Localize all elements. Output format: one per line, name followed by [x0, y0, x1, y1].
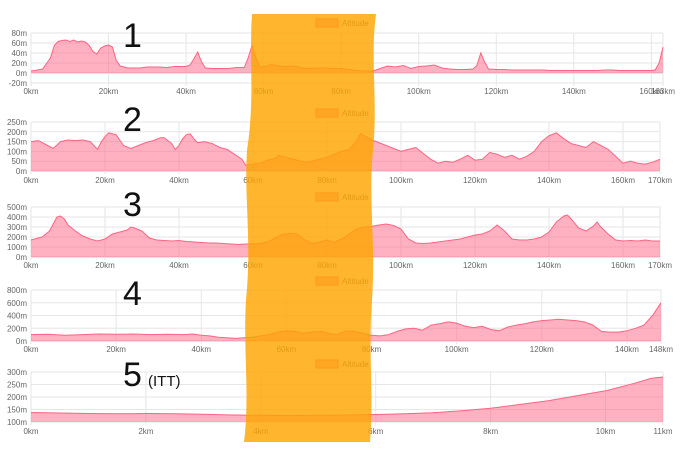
x-tick-label: 170km: [648, 176, 672, 185]
y-tick-label: 150m: [7, 138, 27, 147]
x-tick-label: 6km: [368, 427, 383, 436]
altitude-area: [31, 302, 661, 341]
y-tick-label: 100m: [7, 147, 27, 156]
y-tick-label: 250m: [7, 118, 27, 127]
y-tick-label: 0m: [16, 167, 27, 176]
x-tick-label: 2km: [138, 427, 153, 436]
x-tick-label: 40km: [169, 176, 189, 185]
x-tick-label: 120km: [463, 176, 487, 185]
y-tick-label: 100m: [7, 243, 27, 252]
altitude-line: [30, 302, 662, 339]
x-tick-label: 120km: [484, 87, 508, 96]
y-tick-label: 80m: [11, 29, 27, 38]
x-tick-label: 140km: [537, 261, 561, 270]
y-tick-label: 60m: [11, 39, 27, 48]
altitude-area: [31, 40, 663, 73]
y-tick-label: -20m: [9, 79, 28, 88]
x-tick-label: 140km: [615, 345, 639, 354]
x-tick-label: 0km: [23, 427, 38, 436]
y-tick-label: 250m: [7, 381, 27, 390]
x-tick-label: 40km: [169, 261, 189, 270]
x-tick-label: 100km: [389, 176, 413, 185]
y-tick-label: 0m: [16, 69, 27, 78]
x-tick-label: 20km: [99, 87, 119, 96]
x-tick-label: 170km: [648, 261, 672, 270]
stage-note: (ITT): [148, 373, 180, 390]
x-tick-label: 148km: [649, 345, 673, 354]
x-tick-label: 80km: [362, 345, 382, 354]
y-tick-label: 0m: [16, 337, 27, 346]
x-tick-label: 20km: [95, 176, 115, 185]
x-tick-label: 160km: [639, 87, 663, 96]
y-tick-label: 300m: [7, 223, 27, 232]
x-tick-label: 20km: [106, 345, 126, 354]
x-tick-label: 160km: [611, 176, 635, 185]
y-tick-label: 200m: [7, 393, 27, 402]
x-tick-label: 140km: [562, 87, 586, 96]
stage-number: 5: [123, 356, 142, 394]
x-tick-label: 120km: [530, 345, 554, 354]
x-tick-label: 40km: [176, 87, 196, 96]
altitude-area: [31, 377, 663, 422]
x-tick-label: 10km: [596, 427, 616, 436]
x-tick-label: 0km: [23, 261, 38, 270]
x-tick-label: 120km: [463, 261, 487, 270]
x-tick-label: 20km: [95, 261, 115, 270]
x-tick-label: 0km: [23, 87, 38, 96]
y-tick-label: 20m: [11, 59, 27, 68]
y-tick-label: 500m: [7, 203, 27, 212]
y-tick-label: 100m: [7, 418, 27, 427]
x-tick-label: 40km: [191, 345, 211, 354]
y-tick-label: 50m: [11, 157, 27, 166]
stage-number: 1: [123, 17, 142, 55]
x-tick-label: 8km: [483, 427, 498, 436]
y-tick-label: 400m: [7, 312, 27, 321]
y-tick-label: 800m: [7, 286, 27, 295]
x-tick-label: 100km: [445, 345, 469, 354]
x-tick-label: 0km: [23, 345, 38, 354]
x-tick-label: 160km: [611, 261, 635, 270]
y-tick-label: 300m: [7, 368, 27, 377]
y-tick-label: 600m: [7, 299, 27, 308]
stage-number: 4: [123, 275, 142, 313]
y-tick-label: 200m: [7, 128, 27, 137]
x-tick-label: 100km: [407, 87, 431, 96]
x-tick-label: 0km: [23, 176, 38, 185]
x-tick-label: 100km: [389, 261, 413, 270]
y-tick-label: 150m: [7, 406, 27, 415]
y-tick-label: 0m: [16, 253, 27, 262]
stage-number: 3: [123, 186, 142, 224]
y-tick-label: 400m: [7, 213, 27, 222]
y-tick-label: 40m: [11, 49, 27, 58]
altitude-area: [31, 215, 660, 257]
x-tick-label: 11km: [654, 427, 673, 436]
x-tick-label: 163km: [651, 87, 675, 96]
stage-number: 2: [123, 101, 142, 139]
highlight-band: [244, 14, 376, 442]
y-tick-label: 200m: [7, 324, 27, 333]
x-tick-label: 140km: [537, 176, 561, 185]
y-tick-label: 200m: [7, 233, 27, 242]
